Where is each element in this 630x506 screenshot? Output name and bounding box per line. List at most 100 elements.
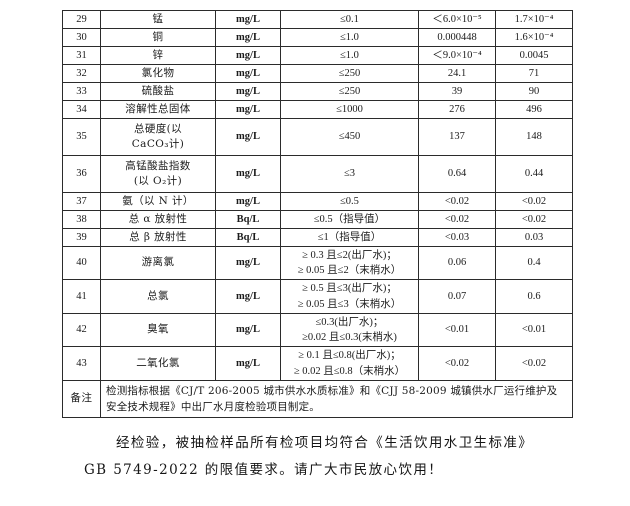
cell-test-item: 锌 bbox=[100, 46, 216, 65]
cell-row-number: 42 bbox=[62, 312, 101, 348]
cell-standard-limit-line1: ≤0.3(出厂水)； bbox=[315, 316, 384, 328]
table-row: 37 氨（以 N 计） mg/L ≤0.5 <0.02 <0.02 bbox=[62, 192, 573, 211]
cell-standard-limit-line1: ≥ 0.5 且≤3(出厂水)； bbox=[302, 283, 397, 295]
cell-unit: mg/L bbox=[215, 279, 281, 314]
cell-unit: mg/L bbox=[215, 118, 281, 156]
cell-unit: Bq/L bbox=[215, 228, 281, 247]
cell-row-number: 43 bbox=[62, 346, 101, 381]
cell-row-number: 34 bbox=[62, 100, 101, 119]
cell-standard-limit: ≤1.0 bbox=[280, 28, 419, 47]
cell-value-tap-water: 0.0045 bbox=[495, 46, 573, 65]
table-row: 35 总硬度(以 CaCO₃计) mg/L ≤450 137 148 bbox=[62, 118, 573, 156]
closing-paragraph: 经检验，被抽检样品所有检项目均符合《生活饮用水卫生标准》GB 5749-2022… bbox=[84, 435, 534, 478]
cell-unit: mg/L bbox=[215, 312, 281, 348]
cell-value-plant-effluent: 276 bbox=[418, 100, 496, 119]
cell-standard-limit: ≥ 0.1 且≤0.8(出厂水)； ≥ 0.02 且≤0.8（末梢水） bbox=[280, 346, 419, 381]
cell-value-tap-water: 0.44 bbox=[495, 155, 573, 193]
cell-standard-limit: ≤450 bbox=[280, 118, 419, 156]
table-row: 33 硫酸盐 mg/L ≤250 39 90 bbox=[62, 82, 573, 101]
cell-row-number: 31 bbox=[62, 46, 101, 65]
table-row: 32 氯化物 mg/L ≤250 24.1 71 bbox=[62, 64, 573, 83]
cell-value-tap-water: <0.01 bbox=[495, 312, 573, 348]
table-row: 41 总氯 mg/L ≥ 0.5 且≤3(出厂水)； ≥ 0.05 且≤3（末梢水） 0.… bbox=[62, 279, 573, 314]
table-row: 39 总 β 放射性 Bq/L ≤1（指导值） <0.03 0.03 bbox=[62, 228, 573, 247]
cell-unit: mg/L bbox=[215, 46, 281, 65]
cell-value-plant-effluent: 0.07 bbox=[418, 279, 496, 314]
table-row: 30 铜 mg/L ≤1.0 0.000448 1.6×10⁻⁴ bbox=[62, 28, 573, 47]
cell-row-number: 37 bbox=[62, 192, 101, 211]
cell-standard-limit: ≤250 bbox=[280, 82, 419, 101]
cell-test-item: 铜 bbox=[100, 28, 216, 47]
table-row: 36 高锰酸盐指数 (以 O₂计) mg/L ≤3 0.64 0.44 bbox=[62, 155, 573, 193]
cell-value-plant-effluent: 39 bbox=[418, 82, 496, 101]
cell-value-tap-water: 1.7×10⁻⁴ bbox=[495, 10, 573, 29]
cell-test-item-line2: CaCO₃计) bbox=[131, 138, 185, 150]
cell-value-tap-water: 0.03 bbox=[495, 228, 573, 247]
table-row: 31 锌 mg/L ≤1.0 ＜9.0×10⁻⁴ 0.0045 bbox=[62, 46, 573, 65]
cell-row-number: 38 bbox=[62, 210, 101, 229]
cell-value-tap-water: <0.02 bbox=[495, 192, 573, 211]
cell-row-number: 40 bbox=[62, 245, 101, 281]
cell-value-tap-water: 148 bbox=[495, 118, 573, 156]
cell-standard-limit: ≤1.0 bbox=[280, 46, 419, 65]
cell-test-item: 氨（以 N 计） bbox=[100, 192, 216, 211]
cell-standard-limit-line1: ≥ 0.3 且≤2(出厂水)； bbox=[302, 250, 397, 261]
cell-value-plant-effluent: 0.06 bbox=[418, 245, 496, 281]
cell-standard-limit: ≤0.1 bbox=[280, 10, 419, 29]
cell-value-tap-water: <0.02 bbox=[495, 346, 573, 381]
cell-standard-limit: ≤3 bbox=[280, 155, 419, 193]
cell-unit: mg/L bbox=[215, 10, 281, 29]
cell-value-plant-effluent: <0.02 bbox=[418, 210, 496, 229]
cell-row-number: 32 bbox=[62, 64, 101, 83]
cell-test-item-line2: (以 O₂计) bbox=[133, 175, 183, 187]
cell-unit: mg/L bbox=[215, 155, 281, 193]
cell-test-item: 总 α 放射性 bbox=[100, 210, 216, 229]
cell-value-tap-water: <0.02 bbox=[495, 210, 573, 229]
cell-value-tap-water: 496 bbox=[495, 100, 573, 119]
cell-unit: mg/L bbox=[215, 192, 281, 211]
cell-standard-limit-line2: ≥0.02 且≤0.3(末梢水) bbox=[302, 332, 397, 344]
cell-test-item: 二氧化氯 bbox=[100, 346, 216, 381]
cell-standard-limit: ≤0.3(出厂水)； ≥0.02 且≤0.3(末梢水) bbox=[280, 312, 419, 348]
cell-test-item: 游离氯 bbox=[100, 245, 216, 281]
cell-unit: mg/L bbox=[215, 82, 281, 101]
cell-standard-limit: ≤1000 bbox=[280, 100, 419, 119]
cell-value-plant-effluent: <0.03 bbox=[418, 228, 496, 247]
cell-test-item: 总氯 bbox=[100, 279, 216, 314]
table-row: 29 锰 mg/L ≤0.1 ＜6.0×10⁻⁵ 1.7×10⁻⁴ bbox=[62, 10, 573, 29]
cell-standard-limit: ≤0.5（指导值） bbox=[280, 210, 419, 229]
cell-standard-limit: ≥ 0.3 且≤2(出厂水)； ≥ 0.05 且≤2（末梢水） bbox=[280, 245, 419, 281]
cell-test-item: 臭氧 bbox=[100, 312, 216, 348]
table-row: 38 总 α 放射性 Bq/L ≤0.5（指导值） <0.02 <0.02 bbox=[62, 210, 573, 229]
cell-unit: mg/L bbox=[215, 64, 281, 83]
cell-test-item: 锰 bbox=[100, 10, 216, 29]
cell-value-plant-effluent: 137 bbox=[418, 118, 496, 156]
cell-row-number: 33 bbox=[62, 82, 101, 101]
cell-value-tap-water: 90 bbox=[495, 82, 573, 101]
cell-row-number: 29 bbox=[62, 10, 101, 29]
water-quality-table: 29 锰 mg/L ≤0.1 ＜6.0×10⁻⁵ 1.7×10⁻⁴ 30 铜 mg/L ≤1.0 0… bbox=[62, 10, 573, 419]
cell-test-item-line1: 高锰酸盐指数 bbox=[125, 159, 191, 172]
table-row: 43 二氧化氯 mg/L ≥ 0.1 且≤0.8(出厂水)； ≥ 0.02 且≤0.8（… bbox=[62, 346, 573, 381]
cell-value-plant-effluent: ＜6.0×10⁻⁵ bbox=[418, 10, 496, 29]
cell-test-item-line1: 总硬度(以 bbox=[133, 122, 183, 135]
cell-row-number: 35 bbox=[62, 118, 101, 156]
cell-value-plant-effluent: <0.02 bbox=[418, 192, 496, 211]
cell-standard-limit: ≤1（指导值） bbox=[280, 228, 419, 247]
cell-value-plant-effluent: ＜9.0×10⁻⁴ bbox=[418, 46, 496, 65]
cell-test-item: 总硬度(以 CaCO₃计) bbox=[100, 118, 216, 156]
cell-standard-limit-line2: ≥ 0.02 且≤0.8（末梢水） bbox=[293, 365, 406, 377]
cell-value-tap-water: 71 bbox=[495, 64, 573, 83]
cell-value-plant-effluent: <0.02 bbox=[418, 346, 496, 381]
cell-value-plant-effluent: 24.1 bbox=[418, 64, 496, 83]
cell-standard-limit-line1: ≥ 0.1 且≤0.8(出厂水)； bbox=[298, 350, 401, 362]
table-remark-row: 备注 检测指标根据《CJ/T 206-2005 城市供水水质标准》和《CJJ 58… bbox=[62, 379, 573, 419]
cell-unit: mg/L bbox=[215, 346, 281, 381]
cell-standard-limit: ≤0.5 bbox=[280, 192, 419, 211]
cell-standard-limit-line2: ≥ 0.05 且≤3（末梢水） bbox=[297, 298, 402, 310]
cell-row-number: 41 bbox=[62, 279, 101, 314]
cell-value-plant-effluent: 0.64 bbox=[418, 155, 496, 193]
cell-standard-limit: ≤250 bbox=[280, 64, 419, 83]
table-row: 34 溶解性总固体 mg/L ≤1000 276 496 bbox=[62, 100, 573, 119]
remark-label: 备注 bbox=[62, 379, 101, 419]
